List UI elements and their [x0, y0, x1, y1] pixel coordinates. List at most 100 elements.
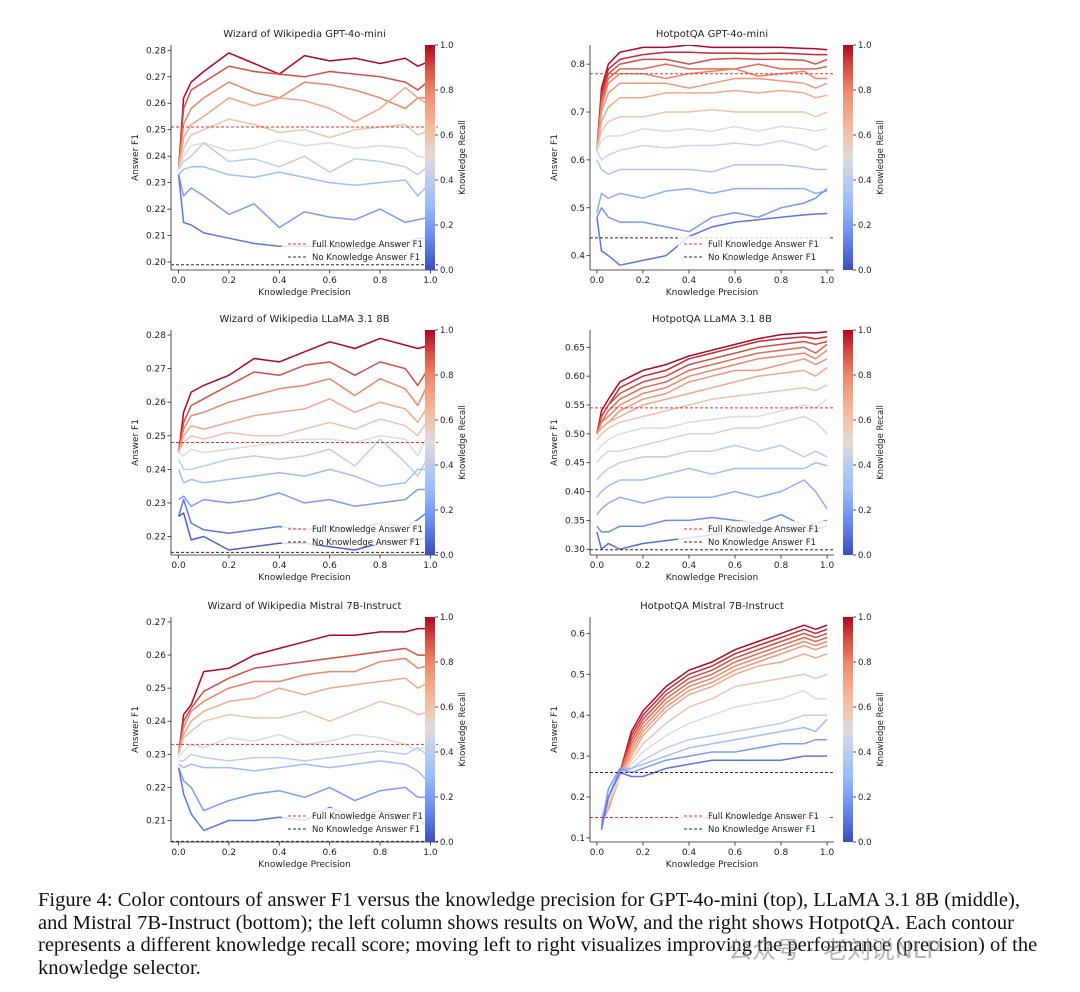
- series-line: [596, 340, 828, 434]
- x-axis-label: Knowledge Precision: [666, 573, 759, 583]
- colorbar-label: Knowledge Recall: [876, 405, 886, 480]
- y-tick-label: 0.50: [565, 430, 585, 440]
- x-tick-label: 1.0: [423, 276, 438, 286]
- y-axis-label: Answer F1: [131, 419, 141, 466]
- legend-label-full: Full Knowledge Answer F1: [312, 812, 423, 822]
- x-tick-label: 0.8: [774, 848, 789, 858]
- legend-label-full: Full Knowledge Answer F1: [708, 812, 819, 822]
- colorbar-tick-label: 0.2: [858, 793, 872, 803]
- chart-title: HotpotQA GPT-4o-mini: [656, 29, 768, 40]
- y-tick-label: 0.21: [146, 816, 166, 826]
- colorbar: [425, 617, 435, 842]
- series-line: [596, 415, 828, 464]
- series-line: [596, 159, 828, 176]
- series-line: [596, 444, 828, 481]
- colorbar-tick-label: 1.0: [440, 613, 454, 623]
- series-line: [596, 330, 828, 434]
- colorbar-tick-label: 0.6: [858, 416, 872, 426]
- series-line: [596, 479, 828, 516]
- series-line: [178, 746, 431, 762]
- series-line: [596, 89, 828, 151]
- y-tick-label: 0.25: [146, 126, 166, 136]
- series-line: [596, 188, 828, 233]
- series-line: [178, 488, 431, 508]
- y-tick-label: 0.4: [571, 252, 586, 262]
- colorbar-tick-label: 0.0: [440, 551, 454, 561]
- colorbar-tick-label: 0.0: [440, 838, 454, 848]
- legend-label-no: No Knowledge Answer F1: [708, 825, 816, 835]
- y-tick-label: 0.30: [565, 545, 585, 555]
- y-tick-label: 0.22: [146, 783, 166, 793]
- series-line: [596, 51, 828, 151]
- y-tick-label: 0.26: [146, 651, 166, 661]
- x-tick-label: 0.0: [171, 561, 186, 571]
- colorbar-tick-label: 0.8: [440, 371, 454, 381]
- legend-label-no: No Knowledge Answer F1: [708, 253, 816, 263]
- y-tick-label: 0.1: [571, 834, 585, 844]
- y-tick-label: 0.27: [146, 618, 166, 628]
- y-axis-label: Answer F1: [131, 706, 141, 753]
- series-line: [596, 63, 828, 151]
- series-line: [596, 366, 828, 435]
- legend-box: [282, 808, 432, 832]
- colorbar-tick-label: 1.0: [858, 41, 872, 51]
- series-line: [178, 760, 431, 785]
- series-line: [600, 624, 828, 822]
- y-tick-label: 0.28: [146, 331, 166, 341]
- legend-label-no: No Knowledge Answer F1: [312, 538, 420, 548]
- x-axis-label: Knowledge Precision: [258, 573, 351, 583]
- colorbar-tick-label: 0.6: [858, 703, 872, 713]
- colorbar-label: Knowledge Recall: [876, 692, 886, 767]
- x-tick-label: 0.0: [590, 561, 605, 571]
- chart-title: Wizard of Wikipedia LLaMA 3.1 8B: [219, 314, 389, 325]
- colorbar-tick-label: 0.4: [440, 461, 454, 471]
- y-tick-label: 0.4: [571, 711, 586, 721]
- legend-label-no: No Knowledge Answer F1: [312, 253, 420, 263]
- chart-panel: Wizard of Wikipedia GPT-4o-mini 0.0 0.2 0.4…: [131, 29, 468, 298]
- y-tick-label: 0.23: [146, 499, 166, 509]
- y-tick-label: 0.23: [146, 179, 166, 189]
- y-tick-label: 0.3: [571, 752, 585, 762]
- colorbar: [843, 617, 853, 842]
- colorbar: [425, 45, 435, 270]
- y-tick-label: 0.24: [146, 465, 166, 475]
- y-tick-label: 0.27: [146, 365, 166, 375]
- chart-panel: HotpotQA LLaMA 3.1 8B 0.0 0.2 0.4 0.6 0.8 1.0 0…: [550, 314, 886, 583]
- legend-label-full: Full Knowledge Answer F1: [708, 525, 819, 535]
- colorbar: [425, 330, 435, 555]
- colorbar-tick-label: 0.0: [440, 266, 454, 276]
- colorbar-tick-label: 0.2: [858, 221, 872, 231]
- series-line: [600, 738, 828, 826]
- series-line: [596, 343, 828, 435]
- colorbar-label: Knowledge Recall: [876, 120, 886, 195]
- y-tick-label: 0.21: [146, 232, 166, 242]
- colorbar-label: Knowledge Recall: [458, 120, 468, 195]
- colorbar-tick-label: 0.2: [440, 793, 454, 803]
- colorbar-tick-label: 0.8: [858, 86, 872, 96]
- series-line: [177, 468, 431, 487]
- x-tick-label: 0.6: [728, 276, 743, 286]
- series-line: [600, 714, 828, 818]
- y-tick-label: 0.5: [571, 670, 585, 680]
- y-tick-label: 0.2: [571, 793, 585, 803]
- series-line: [596, 125, 828, 151]
- colorbar-tick-label: 0.2: [858, 506, 872, 516]
- figure-caption: Figure 4: Color contours of answer F1 ve…: [38, 889, 1038, 979]
- y-tick-label: 0.22: [146, 533, 166, 543]
- x-tick-label: 0.2: [636, 848, 650, 858]
- x-tick-label: 0.2: [222, 848, 236, 858]
- colorbar-tick-label: 0.0: [858, 838, 872, 848]
- y-tick-label: 0.6: [571, 156, 586, 166]
- series-line: [177, 52, 431, 170]
- y-tick-label: 0.24: [146, 152, 166, 162]
- series-group: [590, 330, 834, 551]
- series-line: [596, 57, 828, 151]
- x-tick-label: 0.6: [323, 276, 338, 286]
- series-line: [596, 45, 828, 151]
- y-tick-label: 0.25: [146, 684, 166, 694]
- y-tick-label: 0.40: [565, 488, 585, 498]
- chart-title: HotpotQA Mistral 7B-Instruct: [640, 601, 784, 612]
- series-line: [177, 767, 431, 812]
- colorbar-tick-label: 0.8: [440, 658, 454, 668]
- series-line: [596, 398, 828, 452]
